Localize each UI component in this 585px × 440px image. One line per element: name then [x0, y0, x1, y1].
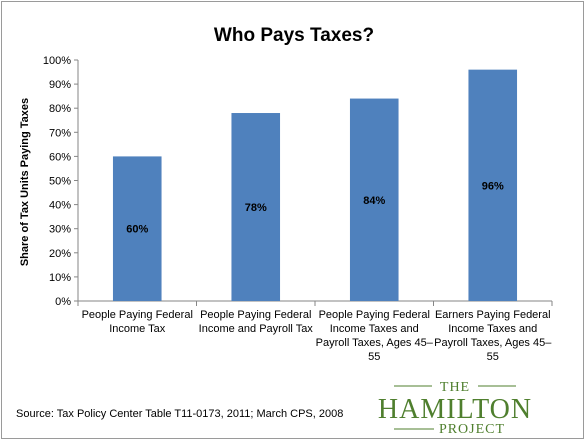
y-tick-label: 10%: [49, 272, 71, 284]
y-tick-label: 30%: [49, 224, 71, 236]
data-label: 78%: [245, 202, 267, 214]
logo-line-1: THE: [440, 380, 470, 395]
category-label: People Paying Federal: [200, 309, 311, 321]
bar: [231, 113, 281, 302]
y-tick-label: 40%: [49, 200, 71, 212]
category-label: Payroll Taxes, Ages 45–: [316, 337, 434, 349]
y-tick-label: 0%: [55, 296, 71, 308]
y-tick-label: 50%: [49, 176, 71, 188]
plot-area: 0% 10% 20% 30% 40% 50% 60% 70% 80% 90% 100% 60% Peop…: [43, 55, 553, 363]
bar: [349, 98, 399, 301]
category-label: 55: [368, 351, 380, 363]
y-tick-label: 90%: [49, 79, 71, 91]
category-label: Income Tax: [109, 323, 166, 335]
category-label: Earners Paying Federal: [435, 309, 551, 321]
y-tick-label: 100%: [43, 55, 71, 67]
hamilton-project-logo: THE HAMILTON PROJECT: [378, 380, 532, 437]
category-label: People Paying Federal: [82, 309, 193, 321]
logo-line-2: HAMILTON: [378, 394, 532, 425]
category-label: 55: [487, 351, 499, 363]
category-label: Income and Payroll Tax: [199, 323, 314, 335]
y-tick-label: 70%: [49, 127, 71, 139]
data-label: 60%: [126, 224, 148, 236]
category-label: Income Taxes and: [330, 323, 419, 335]
bar: [112, 156, 162, 301]
y-tick-label: 60%: [49, 151, 71, 163]
y-axis-label: Share of Tax Units Paying Taxes: [19, 98, 31, 266]
chart-title: Who Pays Taxes?: [214, 25, 374, 46]
bar: [468, 69, 518, 301]
category-label: Income Taxes and: [448, 323, 537, 335]
source-note: Source: Tax Policy Center Table T11-0173…: [16, 408, 343, 420]
y-tick-label: 80%: [49, 103, 71, 115]
logo-line-3: PROJECT: [439, 422, 505, 437]
category-label: People Paying Federal: [319, 309, 430, 321]
data-label: 96%: [482, 180, 504, 192]
category-label: Payroll Taxes, Ages 45–: [434, 337, 552, 349]
y-tick-label: 20%: [49, 248, 71, 260]
data-label: 84%: [363, 195, 385, 207]
